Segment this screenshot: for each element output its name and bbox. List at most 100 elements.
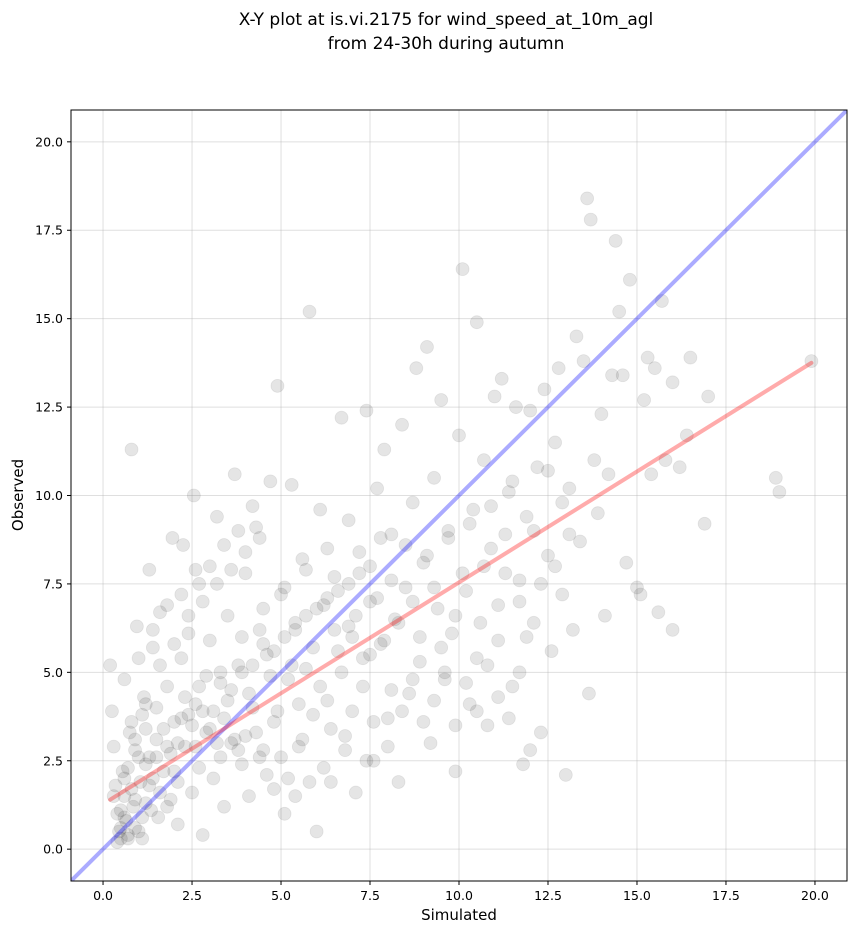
data-point: [135, 810, 150, 825]
data-point: [106, 789, 121, 804]
data-point: [133, 775, 148, 789]
data-point: [323, 775, 338, 789]
data-point: [491, 598, 506, 613]
grid: [71, 110, 847, 881]
data-point: [224, 562, 239, 577]
data-point: [480, 658, 495, 673]
data-point: [124, 782, 139, 796]
data-point: [128, 732, 142, 747]
data-point: [199, 668, 214, 683]
data-point: [683, 350, 698, 365]
data-point: [144, 803, 158, 818]
data-point: [270, 378, 285, 393]
data-point: [224, 683, 239, 697]
data-point: [441, 531, 456, 545]
data-point: [494, 371, 509, 386]
data-point: [288, 789, 303, 804]
data-point: [178, 739, 192, 754]
data-point: [252, 622, 267, 637]
data-points: [103, 191, 819, 849]
data-point: [181, 707, 196, 722]
data-point: [142, 562, 157, 577]
data-point: [274, 587, 288, 602]
data-point: [178, 690, 192, 704]
data-point: [245, 658, 260, 673]
data-point: [562, 527, 577, 542]
data-point: [167, 637, 182, 651]
data-point: [153, 785, 167, 800]
data-point: [512, 665, 527, 680]
x-tick-label: 10.0: [445, 888, 473, 903]
x-tick-label: 20.0: [801, 888, 829, 903]
data-point: [135, 831, 150, 846]
data-point: [658, 453, 673, 468]
data-point: [448, 608, 463, 623]
data-point: [341, 577, 356, 591]
data-point: [195, 704, 210, 719]
data-point: [210, 509, 224, 524]
data-point: [206, 771, 221, 786]
data-point: [519, 630, 534, 644]
data-point: [167, 764, 182, 779]
data-point: [341, 619, 356, 634]
data-point: [151, 810, 166, 825]
data-point: [131, 824, 146, 839]
data-point: [630, 580, 644, 595]
data-point: [380, 739, 395, 754]
data-point: [416, 714, 431, 729]
data-point: [526, 615, 541, 630]
data-point: [477, 559, 491, 574]
data-point: [313, 502, 328, 517]
data-point: [281, 672, 296, 687]
data-point: [227, 467, 242, 482]
data-point: [242, 789, 256, 804]
data-point: [359, 753, 374, 768]
data-point: [138, 697, 153, 712]
data-point: [519, 509, 534, 524]
data-point: [288, 615, 303, 630]
data-point: [170, 736, 185, 750]
x-tick-label: 17.5: [712, 888, 740, 903]
data-point: [555, 495, 570, 510]
data-point: [145, 640, 160, 655]
data-point: [238, 729, 253, 743]
data-point: [306, 707, 320, 722]
data-point: [131, 651, 146, 666]
data-point: [299, 661, 313, 676]
data-point: [117, 672, 132, 687]
data-point: [202, 633, 217, 648]
data-point: [217, 711, 231, 726]
data-point: [231, 658, 246, 673]
data-point: [772, 485, 787, 499]
data-point: [149, 700, 164, 715]
data-point: [338, 743, 352, 758]
data-point: [309, 601, 324, 616]
data-point: [320, 541, 335, 556]
data-point: [473, 615, 488, 630]
data-point: [149, 750, 164, 765]
data-point: [302, 304, 317, 319]
data-point: [412, 630, 427, 644]
data-point: [526, 523, 541, 538]
y-tick-label: 2.5: [43, 753, 63, 768]
data-point: [697, 516, 712, 531]
data-point: [338, 729, 352, 743]
data-point: [174, 587, 189, 602]
data-point: [245, 700, 260, 715]
data-point: [523, 403, 538, 418]
data-point: [509, 400, 523, 414]
data-point: [245, 499, 260, 514]
data-point: [640, 350, 655, 365]
data-point: [249, 725, 264, 740]
data-point: [185, 785, 199, 800]
x-tick-label: 15.0: [623, 888, 651, 903]
data-point: [266, 644, 281, 659]
data-point: [405, 495, 420, 510]
data-point: [192, 577, 207, 591]
data-point: [377, 633, 392, 648]
data-point: [206, 704, 221, 719]
data-point: [423, 736, 438, 750]
y-tick-label: 12.5: [35, 400, 63, 415]
data-point: [434, 640, 449, 655]
data-point: [291, 697, 306, 712]
